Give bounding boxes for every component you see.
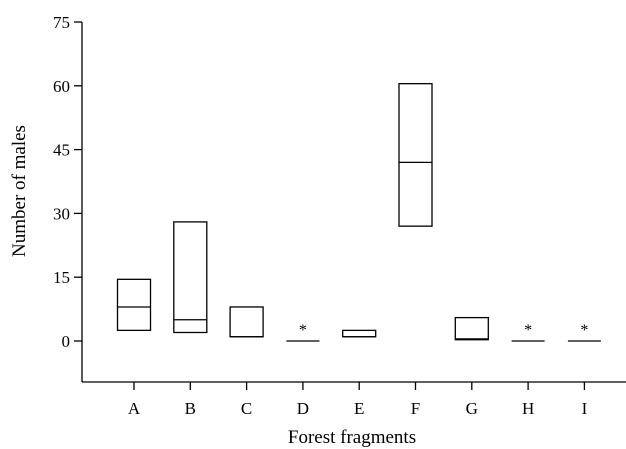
y-axis-title: Number of males [9, 125, 30, 257]
x-ticks: A B C D E F G H I [128, 382, 588, 418]
x-tick-label: D [297, 399, 309, 418]
y-tick-label: 0 [62, 332, 71, 351]
box-G [454, 316, 489, 341]
box-rect [398, 83, 433, 227]
box-F [398, 83, 433, 227]
box-D: * [286, 322, 320, 342]
significance-marker: * [580, 322, 588, 339]
y-ticks: 0 15 30 45 60 75 [53, 13, 82, 351]
x-tick-label: G [466, 399, 478, 418]
x-tick-label: B [185, 399, 196, 418]
x-tick-label: I [582, 399, 588, 418]
box-rect [454, 316, 489, 341]
box-B [173, 221, 208, 334]
x-tick-label: E [354, 399, 364, 418]
box-C [229, 306, 264, 338]
box-I: * [567, 322, 601, 342]
x-tick-label: H [522, 399, 534, 418]
y-tick-label: 45 [53, 141, 70, 160]
boxes: * * * [116, 83, 601, 342]
y-tick-label: 30 [53, 204, 70, 223]
x-tick-label: F [411, 399, 420, 418]
y-tick-label: 75 [53, 13, 70, 32]
y-tick-label: 15 [53, 268, 70, 287]
x-tick-label: C [241, 399, 252, 418]
box-rect [116, 278, 152, 332]
box-E [342, 329, 377, 338]
box-A [116, 278, 152, 332]
y-tick-label: 60 [53, 77, 70, 96]
axes [81, 22, 626, 383]
box-rect [342, 329, 377, 338]
box-rect [173, 221, 208, 334]
significance-marker: * [299, 322, 307, 339]
box-H: * [511, 322, 545, 342]
box-rect [229, 306, 264, 338]
x-tick-label: A [128, 399, 141, 418]
significance-marker: * [524, 322, 532, 339]
x-axis-title: Forest fragments [288, 427, 416, 448]
